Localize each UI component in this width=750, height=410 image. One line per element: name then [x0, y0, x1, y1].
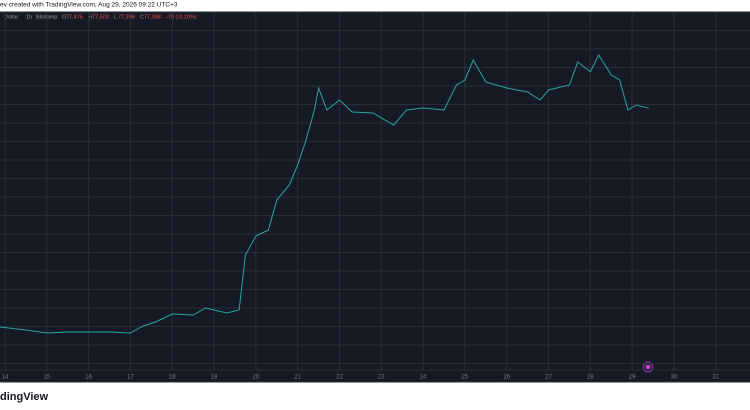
ohlc-value: 77,503	[92, 14, 109, 20]
x-tick-label: 31	[712, 375, 719, 381]
ohlc-label: C	[140, 14, 144, 20]
x-tick-label: 19	[211, 375, 218, 381]
x-tick-label: 29	[629, 375, 636, 381]
x-tick-label: 27	[545, 375, 552, 381]
x-tick-label: 15	[43, 375, 50, 381]
ohlc-label: H	[88, 14, 92, 20]
x-tick-label: 28	[587, 375, 594, 381]
x-tick-label: 25	[462, 375, 469, 381]
ohlc-label: O	[62, 14, 67, 20]
change: -78 (-0.10%)	[166, 14, 197, 20]
x-tick-label: 14	[2, 375, 9, 381]
interval: 1h	[26, 14, 32, 20]
x-tick-label: 22	[336, 375, 343, 381]
x-tick-label: 20	[253, 375, 260, 381]
caption: ev created with TradingView.com, Aug 29,…	[0, 2, 178, 9]
legend: Dollar 1h Bitstamp	[4, 14, 57, 20]
x-tick-label: 18	[169, 375, 176, 381]
symbol: Dollar	[4, 14, 19, 20]
x-tick-label: 21	[294, 375, 301, 381]
brand: dingView	[0, 391, 49, 403]
x-tick-label: 26	[503, 375, 510, 381]
price-line	[0, 53, 649, 334]
ohlc-value: 77,398	[144, 14, 161, 20]
ohlc-value: 77,396	[118, 14, 135, 20]
x-tick-label: 16	[85, 375, 92, 381]
x-tick-label: 30	[671, 375, 678, 381]
ohlc-label: L	[114, 14, 117, 20]
x-tick-label: 17	[127, 375, 134, 381]
x-tick-label: 24	[420, 375, 427, 381]
x-tick-label: 23	[378, 375, 385, 381]
grid	[0, 11, 750, 383]
ohlc-value: 77,475	[66, 14, 83, 20]
